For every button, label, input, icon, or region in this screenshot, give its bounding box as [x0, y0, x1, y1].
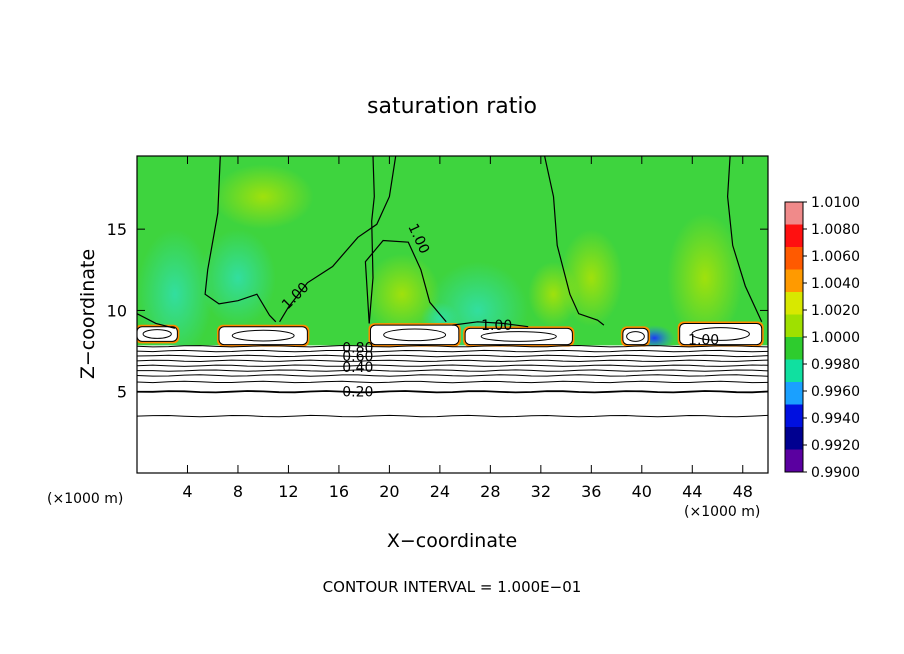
contour-label: 1.00: [688, 333, 719, 349]
cloud-region: [369, 324, 460, 346]
colorbar-bin: [785, 224, 803, 248]
contour-label: 0.60: [342, 349, 373, 365]
saturation-contour: [726, 156, 763, 323]
colorbar-bin: [785, 247, 803, 270]
x-tick-label: 4: [182, 482, 192, 501]
x-tick-label: 44: [682, 482, 702, 501]
x-tick-label: 28: [480, 482, 500, 501]
cloud-inner-contour: [142, 329, 172, 339]
cloud-region: [464, 327, 573, 346]
saturation-contour: [279, 156, 397, 323]
colorbar-bin: [785, 382, 803, 405]
x-unit-label-left: (×1000 m): [47, 491, 123, 507]
cloud-region: [679, 322, 763, 346]
colorbar-label: 1.0080: [811, 222, 860, 238]
x-tick-label: 24: [430, 482, 450, 501]
contour-label: 0.40: [342, 360, 373, 376]
colorbar-label: 0.9900: [811, 465, 860, 481]
horizontal-contours: [137, 344, 768, 418]
contour-line: [137, 354, 768, 358]
cloud-inner-contour: [383, 328, 447, 342]
contour-line: [137, 349, 768, 353]
x-tick-label: 12: [278, 482, 298, 501]
colorbar-label: 0.9940: [811, 411, 860, 427]
y-axis-label: Z−coordinate: [77, 249, 99, 379]
shading-blob: [667, 212, 743, 343]
y-tick-label: 5: [117, 383, 127, 402]
colorbar: 1.0100 1.0080 1.0060 1.0040 1.0020 1.0000 0.99…: [784, 195, 860, 481]
x-axis-ticks: 4 8 12 16 20 24 28 32 36 40 44 48: [182, 156, 753, 501]
contour-label: 0.20: [342, 385, 373, 401]
cloud-inner-contour: [626, 331, 645, 342]
cloud-inner-contour: [480, 331, 557, 342]
field-shading: [137, 164, 743, 360]
contour-line: [137, 364, 768, 367]
x-tick-label: 20: [379, 482, 399, 501]
y-tick-label: 10: [107, 301, 127, 320]
cloud-inner-contour: [231, 329, 295, 342]
contour-interval-footer: CONTOUR INTERVAL = 1.000E−01: [323, 578, 582, 596]
cloud-inner-contour: [691, 327, 750, 341]
cloud-region: [218, 326, 308, 346]
y-axis-ticks: 5 10 15: [107, 220, 768, 402]
contour-label: 0.80: [342, 341, 373, 357]
saturation-contour: [368, 156, 375, 324]
x-tick-label: 8: [233, 482, 243, 501]
contour-line: [137, 359, 768, 363]
plot-area: 1.001.001.001.000.800.600.400.20: [137, 156, 768, 473]
colorbar-label: 1.0020: [811, 303, 860, 319]
x-tick-label: 40: [632, 482, 652, 501]
colorbar-bin: [785, 269, 803, 293]
colorbar-label: 0.9980: [811, 357, 860, 373]
contour-label: 1.00: [481, 318, 512, 334]
cloud-region: [137, 326, 178, 342]
x-axis-label: X−coordinate: [387, 530, 517, 552]
x-tick-label: 16: [329, 482, 349, 501]
colorbar-bin: [785, 292, 803, 315]
colorbar-label: 0.9920: [811, 438, 860, 454]
colorbar-bin: [785, 337, 803, 360]
contour-line: [137, 344, 768, 348]
subsaturated-region: [137, 345, 768, 473]
colorbar-label: 1.0040: [811, 276, 860, 292]
colorbar-bin: [785, 202, 803, 225]
subsaturated-fill: [137, 345, 768, 473]
x-tick-label: 48: [733, 482, 753, 501]
colorbar-bin: [785, 359, 803, 383]
saturation-contour: [204, 156, 277, 323]
saturation-contour: [452, 321, 529, 328]
contour-line: [137, 414, 768, 418]
colorbar-label: 0.9960: [811, 384, 860, 400]
colorbar-label: 1.0000: [811, 330, 860, 346]
shading-blob: [200, 229, 276, 327]
contour-line: [137, 369, 768, 372]
saturation-contour: [544, 156, 605, 326]
x-tick-label: 36: [581, 482, 601, 501]
shading-blob: [364, 253, 440, 335]
contour-line: [137, 390, 768, 394]
y-tick-label: 15: [107, 220, 127, 239]
saturation-contour: [364, 239, 447, 324]
colorbar-label: 1.0060: [811, 249, 860, 265]
colorbar-bin: [785, 449, 803, 473]
chart-title: saturation ratio: [367, 94, 537, 119]
x-tick-label: 32: [531, 482, 551, 501]
colorbar-label: 1.0100: [811, 195, 860, 211]
colorbar-bin: [785, 427, 803, 450]
colorbar-bin: [785, 314, 803, 338]
shading-blob: [528, 261, 579, 327]
contour-line: [137, 374, 768, 377]
plot-frame: [136, 155, 769, 474]
saturation-contours: [137, 156, 763, 329]
cloud-regions: [137, 321, 764, 347]
cloud-region: [622, 327, 649, 346]
colorbar-bin: [785, 404, 803, 428]
x-unit-label-right: (×1000 m): [684, 504, 760, 520]
shading-blob: [212, 164, 314, 230]
saturation-contour: [137, 313, 176, 329]
contour-line: [137, 380, 768, 384]
